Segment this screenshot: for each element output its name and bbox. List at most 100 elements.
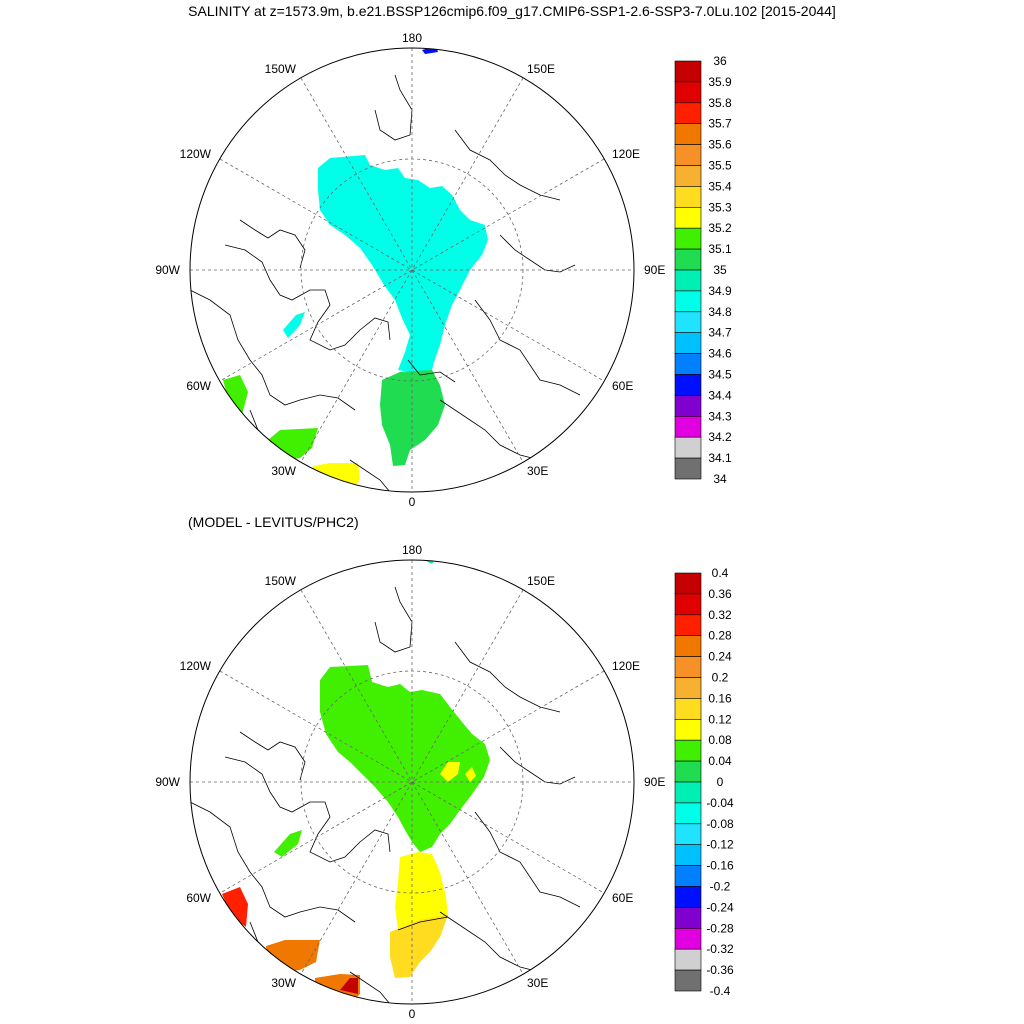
lon-label: 90E — [644, 775, 665, 789]
colorbar-label: 35.9 — [708, 75, 732, 89]
colorbar-swatch — [674, 144, 702, 166]
colorbar-swatch — [674, 353, 702, 375]
colorbar-label: 0 — [717, 775, 724, 789]
colorbar-label: 0.24 — [708, 650, 732, 664]
colorbar-label: 34.3 — [708, 409, 732, 423]
colorbar-swatch — [674, 572, 702, 595]
colorbar-swatch — [674, 81, 702, 104]
lon-label: 60E — [612, 379, 633, 393]
lon-label: 0 — [409, 495, 416, 509]
colorbar-label: -0.36 — [706, 963, 734, 977]
colorbar-swatch — [674, 374, 702, 396]
difference-region-labrador — [222, 887, 248, 927]
colorbar-swatch — [674, 290, 702, 313]
colorbar-label: 35.7 — [708, 117, 732, 131]
lon-label: 30E — [527, 464, 548, 478]
difference-polar-map: 180 150E 120E 90E 60E 30E 0 30W 60W 90W … — [155, 543, 734, 1021]
colorbar-label: 34.9 — [708, 284, 732, 298]
salinity-polar-map: 180 150E 120E 90E 60E 30E 0 30W 60W 90W … — [155, 31, 732, 509]
coastlines — [190, 74, 581, 492]
colorbar-label: 0.32 — [708, 608, 732, 622]
difference-region-anomaly-high — [440, 762, 460, 782]
longitude-labels: 180 150E 120E 90E 60E 30E 0 30W 60W 90W … — [155, 31, 665, 509]
salinity-region-nordic-seas — [380, 370, 445, 466]
colorbar-label: 35.8 — [708, 96, 732, 110]
lon-label: 150W — [265, 62, 297, 76]
colorbar-label: -0.12 — [706, 838, 734, 852]
colorbar-label: 35.6 — [708, 138, 732, 152]
difference-region-anomaly-small — [465, 767, 476, 782]
colorbar-label: 0.36 — [708, 587, 732, 601]
colorbar-swatch — [674, 907, 702, 929]
colorbar-swatch — [674, 760, 702, 783]
colorbar-label: 34.2 — [708, 430, 732, 444]
colorbar-swatch — [674, 802, 702, 825]
difference-region-baffin — [274, 830, 302, 857]
lon-label: 60W — [186, 379, 211, 393]
colorbar-swatch — [674, 165, 702, 187]
colorbar-label: 35.4 — [708, 179, 732, 193]
lon-label: 60W — [186, 891, 211, 905]
colorbar-label: -0.28 — [706, 921, 734, 935]
lon-label: 30E — [527, 976, 548, 990]
colorbar-label: 35.3 — [708, 200, 732, 214]
salinity-region-arctic-basin — [318, 155, 488, 372]
colorbar-label: 34.1 — [708, 451, 732, 465]
colorbar-swatch — [674, 886, 702, 908]
difference-region-nordic-seas — [395, 852, 448, 930]
lon-label: 120E — [612, 659, 640, 673]
colorbar-label: 0.08 — [708, 733, 732, 747]
salinity-region-north-atlantic — [268, 428, 318, 460]
difference-subtitle: (MODEL - LEVITUS/PHC2) — [188, 514, 359, 530]
map-boundary — [189, 559, 635, 1005]
colorbar-label: -0.2 — [710, 880, 731, 894]
difference-colorbar: 0.4 0.36 0.32 0.28 0.24 0.2 0.16 0.12 0.08 0.04 0 -… — [674, 566, 734, 998]
colorbar-label: 0.2 — [712, 671, 729, 685]
colorbar-swatch — [674, 311, 702, 333]
lon-label: 0 — [409, 1007, 416, 1021]
colorbar-swatch — [674, 823, 702, 845]
lon-label: 60E — [612, 891, 633, 905]
colorbar-swatch — [674, 415, 702, 438]
colorbar-swatch — [674, 186, 702, 208]
colorbar-swatch — [674, 102, 702, 125]
colorbar-swatch — [674, 207, 702, 229]
map-boundary — [189, 47, 635, 493]
colorbar-swatch — [674, 739, 702, 762]
lon-label: 120E — [612, 147, 640, 161]
colorbar-label: -0.32 — [706, 942, 734, 956]
colorbar-label: 34.6 — [708, 347, 732, 361]
colorbar-swatch — [674, 865, 702, 887]
coastlines — [190, 586, 581, 1004]
colorbar-label: 0.4 — [712, 566, 729, 580]
graticule — [190, 560, 634, 1004]
colorbar-swatch — [674, 269, 702, 292]
graticule — [190, 48, 634, 492]
lon-label: 30W — [271, 464, 296, 478]
colorbar-swatch — [674, 677, 702, 699]
colorbar-label: 34.4 — [708, 388, 732, 402]
longitude-labels: 180 150E 120E 90E 60E 30E 0 30W 60W 90W … — [155, 543, 665, 1021]
colorbar-label: 34 — [713, 472, 727, 486]
colorbar-swatch — [674, 332, 702, 354]
colorbar-swatch — [674, 844, 702, 866]
lon-label: 150W — [265, 574, 297, 588]
difference-region-atlantic-core — [340, 978, 358, 994]
colorbar-label: -0.24 — [706, 900, 734, 914]
colorbar-label: -0.04 — [706, 796, 734, 810]
colorbar-swatch — [674, 436, 702, 459]
colorbar-swatch — [674, 60, 702, 83]
lon-label: 150E — [527, 574, 555, 588]
colorbar-swatch — [674, 614, 702, 637]
colorbar-label: -0.16 — [706, 859, 734, 873]
salinity-region-baffin — [283, 312, 305, 338]
colorbar-label: 35.1 — [708, 242, 732, 256]
salinity-region-bering — [422, 48, 438, 54]
colorbar-swatch — [674, 227, 702, 250]
colorbar-label: 0.04 — [708, 754, 732, 768]
colorbar-label: 0.12 — [708, 712, 732, 726]
colorbar-swatch — [674, 969, 702, 992]
lon-label: 30W — [271, 976, 296, 990]
lon-label: 120W — [180, 147, 212, 161]
colorbar-swatch — [674, 656, 702, 678]
